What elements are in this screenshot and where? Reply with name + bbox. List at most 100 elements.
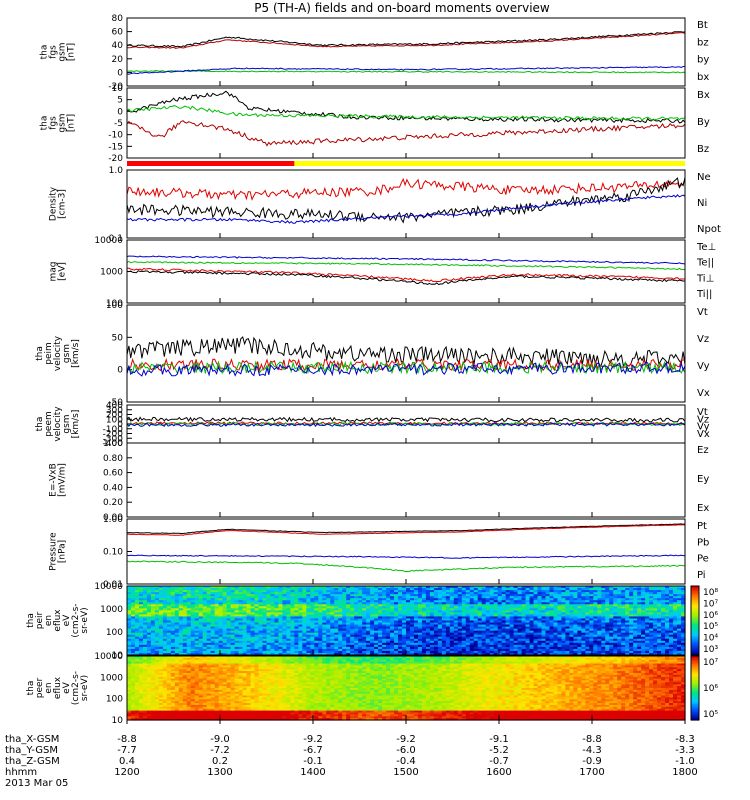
heatmap-cell — [553, 608, 559, 611]
heatmap-cell — [294, 650, 299, 654]
heatmap-cell — [481, 644, 487, 648]
heatmap-cell — [266, 610, 272, 613]
heatmap-cell — [645, 644, 650, 648]
heatmap-cell — [250, 636, 256, 640]
heatmap-cell — [577, 638, 582, 642]
heatmap-cell — [154, 594, 160, 597]
heatmap-cell — [417, 622, 423, 626]
heatmap-cell — [505, 600, 511, 603]
heatmap-cell — [130, 624, 136, 628]
heatmap-cell — [657, 632, 662, 636]
heatmap-cell — [413, 612, 419, 616]
heatmap-cell — [338, 642, 343, 646]
heatmap-cell — [274, 620, 280, 624]
heatmap-cell — [625, 640, 630, 644]
heatmap-cell — [561, 638, 567, 642]
heatmap-cell — [641, 602, 646, 605]
heatmap-cell — [226, 634, 232, 638]
heatmap-cell — [190, 616, 196, 620]
heatmap-cell — [182, 600, 188, 603]
heatmap-cell — [629, 606, 634, 609]
heatmap-cell — [230, 620, 236, 624]
heatmap-cell — [346, 610, 351, 613]
heatmap-cell — [386, 590, 391, 593]
heatmap-cell — [477, 598, 483, 601]
heatmap-cell — [421, 652, 427, 656]
heatmap-cell — [206, 602, 212, 605]
heatmap-cell — [318, 640, 323, 644]
heatmap-cell — [629, 638, 634, 642]
heatmap-cell — [218, 614, 224, 618]
heatmap-cell — [649, 624, 654, 628]
heatmap-cell — [493, 642, 499, 646]
heatmap-cell — [645, 648, 650, 652]
heatmap-cell — [262, 648, 268, 652]
heatmap-cell — [613, 634, 618, 638]
heatmap-cell — [134, 590, 140, 593]
heatmap-cell — [146, 618, 152, 622]
heatmap-cell — [238, 652, 244, 656]
heatmap-cell — [437, 616, 443, 620]
heatmap-cell — [409, 622, 415, 626]
heatmap-cell — [398, 628, 403, 632]
heatmap-cell — [298, 600, 303, 603]
heatmap-cell — [298, 618, 303, 622]
heatmap-cell — [282, 606, 288, 609]
heatmap-cell — [150, 626, 156, 630]
heatmap-cell — [270, 640, 276, 644]
heatmap-cell — [569, 610, 574, 613]
heatmap-cell — [609, 610, 614, 613]
heatmap-cell — [485, 630, 491, 634]
heatmap-cell — [677, 622, 682, 626]
heatmap-cell — [318, 606, 323, 609]
heatmap-cell — [525, 630, 531, 634]
heatmap-cell — [657, 650, 662, 654]
heatmap-cell — [210, 650, 216, 654]
heatmap-cell — [445, 628, 451, 632]
heatmap-cell — [334, 626, 339, 630]
heatmap-cell — [621, 594, 626, 597]
heatmap-cell — [513, 610, 519, 613]
heatmap-cell — [170, 620, 176, 624]
heatmap-cell — [469, 642, 475, 646]
heatmap-cell — [541, 616, 547, 620]
heatmap-cell — [330, 626, 335, 630]
heatmap-cell — [134, 588, 140, 591]
heatmap-cell — [593, 590, 598, 593]
heatmap-cell — [310, 624, 315, 628]
heatmap-cell — [601, 628, 606, 632]
heatmap-cell — [569, 606, 574, 609]
heatmap-cell — [481, 652, 487, 656]
heatmap-cell — [621, 592, 626, 595]
heatmap-cell — [386, 604, 391, 607]
heatmap-cell — [370, 622, 375, 626]
heatmap-cell — [142, 652, 148, 656]
heatmap-cell — [294, 620, 299, 624]
heatmap-cell — [437, 614, 443, 618]
heatmap-cell — [481, 624, 487, 628]
heatmap-cell — [677, 602, 682, 605]
heatmap-cell — [282, 596, 288, 599]
heatmap-cell — [258, 614, 264, 618]
heatmap-cell — [162, 638, 168, 642]
heatmap-cell — [294, 590, 299, 593]
heatmap-cell — [625, 622, 630, 626]
heatmap-cell — [214, 596, 220, 599]
heatmap-cell — [310, 612, 315, 616]
heatmap-cell — [174, 600, 180, 603]
heatmap-cell — [661, 652, 666, 656]
heatmap-cell — [394, 632, 399, 636]
heatmap-cell — [481, 618, 487, 622]
heatmap-cell — [394, 638, 399, 642]
heatmap-cell — [473, 620, 479, 624]
heatmap-cell — [645, 610, 650, 613]
heatmap-cell — [497, 638, 503, 642]
heatmap-cell — [649, 586, 654, 589]
heatmap-cell — [561, 602, 567, 605]
heatmap-cell — [362, 588, 367, 591]
heatmap-cell — [330, 604, 335, 607]
heatmap-cell — [577, 632, 582, 636]
heatmap-cell — [246, 616, 252, 620]
heatmap-cell — [633, 642, 638, 646]
